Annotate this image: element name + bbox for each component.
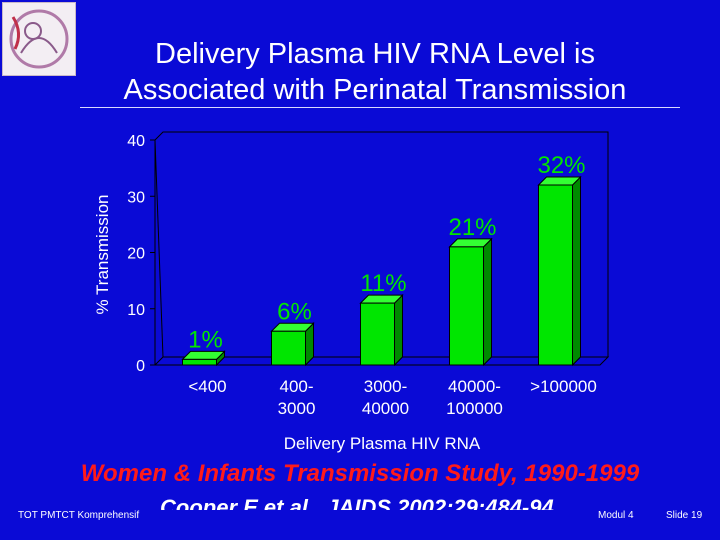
y-tick-label: 40 — [127, 133, 145, 150]
slide-title: Delivery Plasma HIV RNA Level is Associa… — [70, 36, 680, 108]
x-tick-label: 40000- — [448, 377, 501, 396]
footer-slide-number: Slide 19 — [666, 510, 703, 521]
y-tick-label: 30 — [127, 189, 145, 206]
data-label: 32% — [537, 152, 585, 179]
bar — [360, 302, 395, 366]
data-label: 6% — [277, 298, 312, 325]
x-tick-label: 400- — [279, 377, 313, 396]
x-tick-label: 40000 — [362, 399, 409, 418]
y-tick-label: 20 — [127, 246, 145, 263]
x-tick-label: <400 — [188, 377, 226, 396]
plot-back-wall — [154, 131, 609, 358]
y-axis-title: % Transmission — [93, 195, 112, 315]
title-line-2: Associated with Perinatal Transmission — [123, 74, 627, 106]
bar — [538, 184, 573, 366]
bar — [271, 330, 306, 366]
x-tick-label: 3000 — [278, 399, 316, 418]
title-divider — [80, 107, 680, 108]
x-tick-label: 100000 — [446, 399, 503, 418]
bar-side — [572, 175, 581, 367]
bar — [449, 246, 484, 366]
bar-side — [394, 293, 403, 367]
logo — [2, 2, 76, 76]
y-tick-label: 10 — [127, 302, 145, 319]
study-name: Women & Infants Transmission Study, 1990… — [80, 460, 640, 487]
y-tick-label: 0 — [136, 358, 145, 375]
footer-course: TOT PMTCT Komprehensif — [18, 510, 140, 521]
x-tick-label: >100000 — [530, 377, 597, 396]
footer-module: Modul 4 — [598, 510, 634, 521]
data-label: 11% — [360, 270, 406, 297]
bar-side — [483, 237, 492, 367]
bar — [182, 358, 217, 366]
bar-chart: 0 10 20 30 40 % Transmission 1% <400 6% 400- 3000 1… — [93, 131, 610, 453]
title-line-1: Delivery Plasma HIV RNA Level is — [155, 38, 595, 70]
citation: Cooper E et al., JAIDS 2002;29:484-94 — [160, 496, 554, 510]
x-axis-title: Delivery Plasma HIV RNA — [284, 434, 481, 453]
data-label: 1% — [188, 326, 223, 353]
footer: TOT PMTCT Komprehensif Modul 4 Slide 19 — [0, 506, 720, 526]
x-tick-label: 3000- — [364, 377, 407, 396]
data-label: 21% — [448, 214, 496, 241]
